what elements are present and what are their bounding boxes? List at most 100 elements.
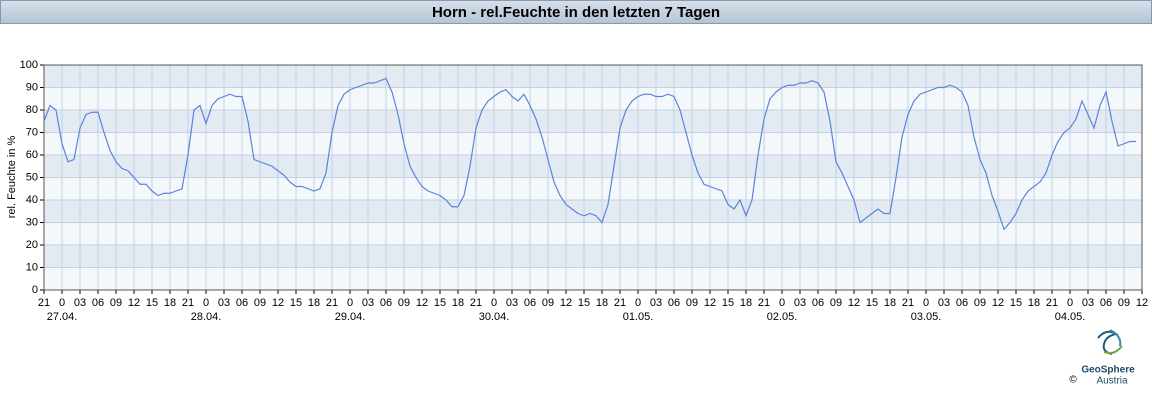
- y-tick-label: 50: [26, 171, 38, 183]
- x-tick-label: 0: [1067, 297, 1073, 309]
- copyright: ©: [1069, 375, 1077, 386]
- x-tick-label: 03: [650, 297, 662, 309]
- x-tick-label: 03: [938, 297, 950, 309]
- chart-title: Horn - rel.Feuchte in den letzten 7 Tage…: [432, 4, 720, 21]
- x-tick-label: 12: [1136, 297, 1148, 309]
- x-tick-label: 18: [740, 297, 752, 309]
- x-tick-label: 18: [884, 297, 896, 309]
- x-tick-label: 15: [866, 297, 878, 309]
- plot-area: 21 0 03 06 09 12 15 18 21 0 03 06 09 12 15 18 21 0 03 06 09 1…: [20, 59, 1148, 323]
- x-tick-label: 21: [38, 297, 50, 309]
- grid-band: [44, 177, 1142, 200]
- y-tick-label: 60: [26, 149, 38, 161]
- logo-shape: [1103, 345, 1123, 355]
- x-tick-label: 09: [110, 297, 122, 309]
- x-tick-label: 18: [452, 297, 464, 309]
- x-tick-label: 21: [614, 297, 626, 309]
- x-tick-label: 15: [290, 297, 302, 309]
- x-tick-label: 06: [812, 297, 824, 309]
- date-label: 29.04.: [335, 311, 366, 323]
- x-tick-label: 0: [347, 297, 353, 309]
- date-label: 28.04.: [191, 311, 222, 323]
- x-tick-label: 06: [956, 297, 968, 309]
- logo: GeoSphere Austria ©: [1069, 329, 1135, 387]
- logo-shape: [1109, 329, 1122, 347]
- grid-band: [44, 65, 1142, 88]
- x-tick-label: 03: [362, 297, 374, 309]
- x-tick-label: 21: [326, 297, 338, 309]
- x-tick-label: 21: [758, 297, 770, 309]
- grid-band: [44, 110, 1142, 133]
- x-tick-label: 12: [704, 297, 716, 309]
- x-tick-label: 12: [128, 297, 140, 309]
- x-tick-label: 18: [308, 297, 320, 309]
- x-tick-label: 09: [830, 297, 842, 309]
- x-tick-label: 06: [1100, 297, 1112, 309]
- y-axis-label: rel. Feuchte in %: [6, 136, 18, 219]
- x-tick-label: 12: [272, 297, 284, 309]
- x-tick-label: 03: [1082, 297, 1094, 309]
- x-tick-label: 09: [686, 297, 698, 309]
- x-tick-label: 0: [203, 297, 209, 309]
- x-tick-label: 21: [902, 297, 914, 309]
- y-tick-label: 30: [26, 216, 38, 228]
- y-tick-label: 0: [32, 284, 38, 296]
- x-tick-label: 0: [923, 297, 929, 309]
- y-tick-label: 40: [26, 194, 38, 206]
- date-label: 30.04.: [479, 311, 510, 323]
- x-tick-label: 09: [398, 297, 410, 309]
- y-tick-label: 80: [26, 104, 38, 116]
- x-tick-label: 15: [146, 297, 158, 309]
- logo-sub: Austria: [1096, 376, 1128, 387]
- date-label: 01.05.: [623, 311, 654, 323]
- y-tick-label: 100: [20, 59, 38, 71]
- x-tick-label: 21: [1046, 297, 1058, 309]
- y-tick-label: 70: [26, 126, 38, 138]
- logo-shape: [1097, 330, 1119, 355]
- x-tick-label: 12: [560, 297, 572, 309]
- x-tick-label: 0: [59, 297, 65, 309]
- grid-band: [44, 87, 1142, 110]
- x-tick-label: 15: [722, 297, 734, 309]
- x-tick-label: 0: [635, 297, 641, 309]
- x-tick-label: 03: [506, 297, 518, 309]
- grid-band: [44, 222, 1142, 245]
- x-tick-label: 09: [974, 297, 986, 309]
- x-tick-label: 18: [1028, 297, 1040, 309]
- date-label: 04.05.: [1055, 311, 1086, 323]
- y-tick-label: 90: [26, 81, 38, 93]
- date-label: 27.04.: [47, 311, 78, 323]
- x-tick-label: 06: [380, 297, 392, 309]
- grid-band: [44, 132, 1142, 155]
- x-tick-label: 12: [992, 297, 1004, 309]
- x-tick-label: 09: [1118, 297, 1130, 309]
- grid-band: [44, 155, 1142, 178]
- x-tick-label: 21: [470, 297, 482, 309]
- data-line: [43, 77, 1136, 231]
- x-tick-label: 12: [848, 297, 860, 309]
- grid-band: [44, 200, 1142, 223]
- x-tick-label: 09: [542, 297, 554, 309]
- x-tick-label: 06: [668, 297, 680, 309]
- y-tick-label: 20: [26, 239, 38, 251]
- x-tick-label: 18: [164, 297, 176, 309]
- date-label: 02.05.: [767, 311, 798, 323]
- x-tick-label: 09: [254, 297, 266, 309]
- x-tick-label: 12: [416, 297, 428, 309]
- x-tick-label: 06: [92, 297, 104, 309]
- plot-border: [43, 64, 1143, 291]
- x-tick-label: 06: [524, 297, 536, 309]
- grid-band: [44, 245, 1142, 268]
- grid-band: [44, 267, 1142, 290]
- x-tick-label: 03: [74, 297, 86, 309]
- date-label: 03.05.: [911, 311, 942, 323]
- x-tick-label: 15: [434, 297, 446, 309]
- y-tick-label: 10: [26, 261, 38, 273]
- x-tick-label: 15: [578, 297, 590, 309]
- x-tick-label: 0: [491, 297, 497, 309]
- x-tick-label: 06: [236, 297, 248, 309]
- x-tick-label: 18: [596, 297, 608, 309]
- x-tick-label: 21: [182, 297, 194, 309]
